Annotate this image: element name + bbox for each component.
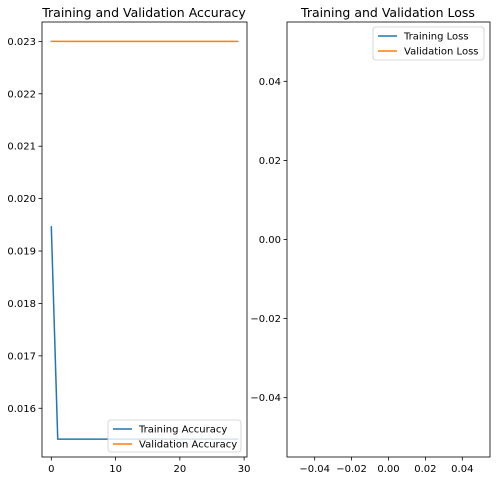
loss-chart: Training and Validation Loss −0.04 −0.02 0… bbox=[250, 5, 491, 475]
accuracy-y-tick-label: 0.016 bbox=[7, 404, 36, 415]
loss-y-tick-label: −0.04 bbox=[250, 393, 281, 404]
accuracy-x-tick-label: 0 bbox=[48, 464, 54, 475]
loss-x-tick-label: −0.04 bbox=[299, 464, 330, 475]
accuracy-y-tick-label: 0.021 bbox=[7, 142, 36, 153]
loss-y-tick-label: −0.02 bbox=[250, 314, 281, 325]
accuracy-y-tick-label: 0.020 bbox=[7, 194, 36, 205]
accuracy-y-tick-label: 0.022 bbox=[7, 89, 36, 100]
accuracy-x-tick-label: 30 bbox=[238, 464, 251, 475]
loss-x-ticks: −0.04 −0.02 0.00 0.02 0.04 bbox=[299, 457, 473, 475]
accuracy-chart: Training and Validation Accuracy 0.0160.… bbox=[7, 5, 250, 475]
accuracy-x-tick-label: 10 bbox=[109, 464, 122, 475]
loss-legend-box bbox=[372, 26, 485, 61]
accuracy-legend: Training Accuracy Validation Accuracy bbox=[107, 419, 242, 453]
accuracy-legend-label-2: Validation Accuracy bbox=[139, 440, 237, 451]
loss-y-ticks: −0.04 −0.02 0.00 0.02 0.04 bbox=[250, 77, 287, 404]
accuracy-axes-frame bbox=[41, 21, 248, 458]
loss-x-tick-label: 0.04 bbox=[451, 464, 473, 475]
loss-y-tick-label: 0.04 bbox=[259, 77, 281, 88]
loss-y-tick-label: 0.02 bbox=[259, 156, 281, 167]
loss-legend: Training Loss Validation Loss bbox=[372, 26, 485, 61]
accuracy-y-tick-label: 0.017 bbox=[7, 351, 36, 362]
accuracy-y-ticks: 0.016 0.017 0.018 0.019 0.020 0.021 0.022 0.023 bbox=[7, 37, 42, 415]
loss-y-tick-label: 0.00 bbox=[259, 235, 281, 246]
accuracy-x-ticks: 0 10 20 30 bbox=[48, 457, 250, 475]
accuracy-x-tick-label: 20 bbox=[173, 464, 186, 475]
loss-chart-title: Training and Validation Loss bbox=[300, 5, 475, 20]
loss-x-tick-label: 0.02 bbox=[414, 464, 436, 475]
accuracy-y-tick-label: 0.023 bbox=[7, 37, 36, 48]
accuracy-legend-box bbox=[107, 419, 242, 453]
loss-x-tick-label: −0.02 bbox=[336, 464, 367, 475]
loss-legend-label-1: Training Loss bbox=[403, 32, 469, 43]
loss-legend-label-2: Validation Loss bbox=[404, 47, 479, 58]
accuracy-y-tick-label: 0.019 bbox=[7, 247, 36, 258]
accuracy-y-tick-label: 0.018 bbox=[7, 299, 36, 310]
accuracy-legend-label-1: Training Accuracy bbox=[138, 425, 227, 436]
loss-x-tick-label: 0.00 bbox=[377, 464, 399, 475]
accuracy-chart-title: Training and Validation Accuracy bbox=[41, 5, 246, 20]
